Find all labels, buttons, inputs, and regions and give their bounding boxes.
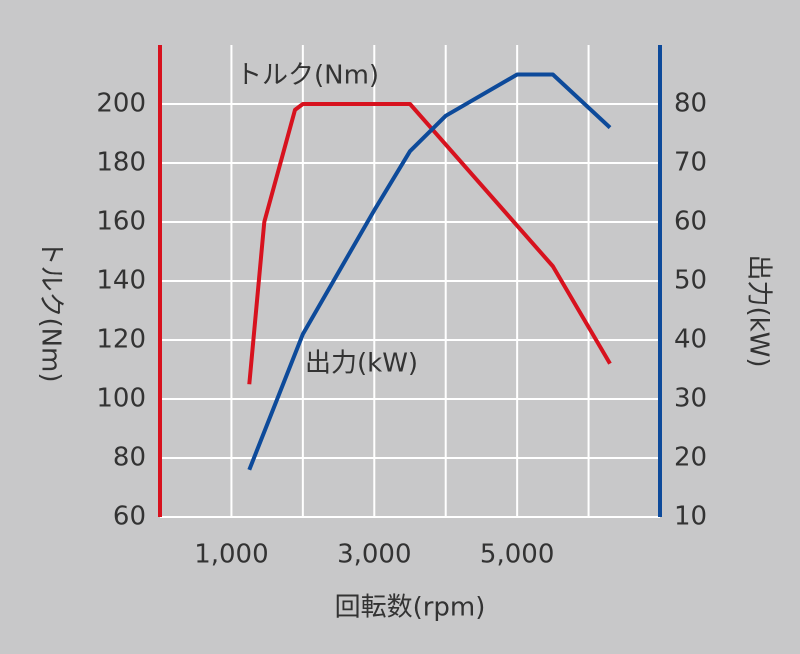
x-tick-label: 1,000 <box>194 540 268 570</box>
y2-tick-label: 10 <box>674 502 707 532</box>
y2-tick-label: 40 <box>674 325 707 355</box>
x-tick-label: 5,000 <box>480 540 554 570</box>
y-tick-label: 160 <box>96 207 146 237</box>
line-series <box>247 72 612 471</box>
y-tick-label: 120 <box>96 325 146 355</box>
y-tick-label: 140 <box>96 266 146 296</box>
y2-tick-label: 70 <box>674 148 707 178</box>
y2-tick-label: 30 <box>674 384 707 414</box>
x-tick-label: 3,000 <box>337 540 411 570</box>
y2-tick-label: 60 <box>674 207 707 237</box>
series-label: トルク(Nm) <box>236 61 379 91</box>
y-tick-label: 180 <box>96 148 146 178</box>
y2-tick-label: 20 <box>674 443 707 473</box>
y2-tick-label: 80 <box>674 89 707 119</box>
series-label: 出力(kW) <box>305 349 418 379</box>
y-tick-label: 80 <box>113 443 146 473</box>
y2-tick-label: 50 <box>674 266 707 296</box>
y-tick-label: 100 <box>96 384 146 414</box>
x-axis-title: 回転数(rpm) <box>335 593 486 623</box>
y-axis-title: トルク(Nm) <box>36 239 66 382</box>
line-series <box>247 102 612 385</box>
y-tick-label: 60 <box>113 502 146 532</box>
y-tick-label: 200 <box>96 89 146 119</box>
y2-axis-title: 出力(kW) <box>744 254 774 367</box>
